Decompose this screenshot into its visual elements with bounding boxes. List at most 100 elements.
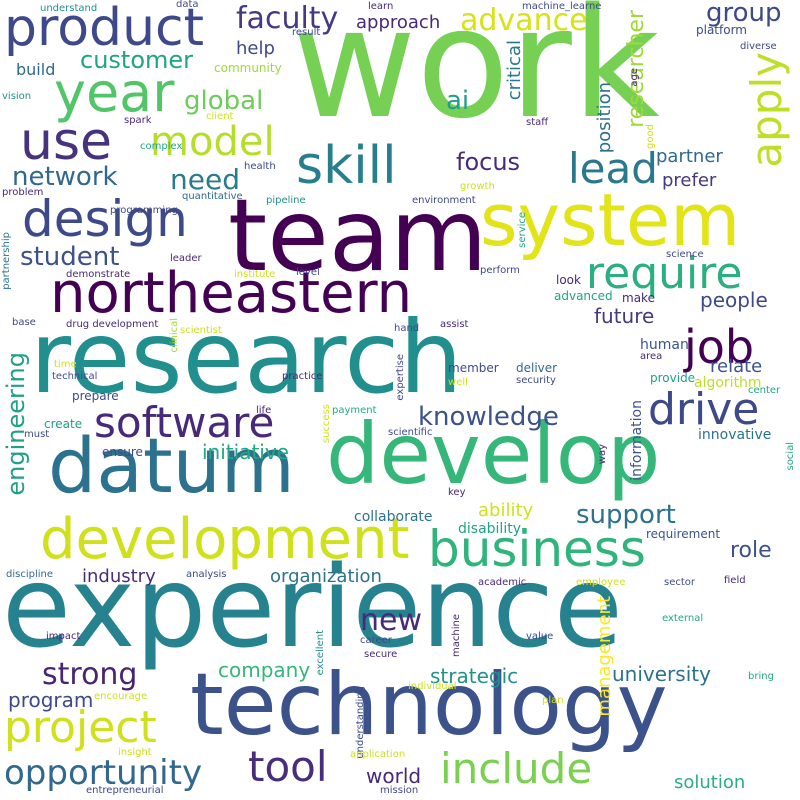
- word-faculty: faculty: [236, 1, 339, 36]
- word-excellent: excellent: [315, 630, 326, 676]
- word-client: client: [206, 111, 234, 122]
- word-sector: sector: [664, 577, 696, 588]
- word-advance: advance: [460, 3, 588, 38]
- word-must: must: [24, 429, 50, 440]
- word-life: life: [256, 405, 272, 416]
- word-system: system: [480, 178, 741, 262]
- word-vision: vision: [2, 91, 32, 102]
- word-scientific: scientific: [388, 427, 433, 438]
- word-employee: employee: [576, 577, 626, 588]
- word-lead: lead: [568, 144, 658, 193]
- word-group: group: [706, 0, 782, 28]
- word-application: application: [350, 749, 406, 760]
- word-health: health: [244, 161, 276, 172]
- word-key: key: [448, 487, 466, 498]
- word-develop: develop: [326, 405, 661, 503]
- word-academic: academic: [478, 577, 527, 588]
- word-community: community: [214, 61, 282, 75]
- word-student: student: [20, 242, 120, 272]
- word-analysis: analysis: [186, 569, 227, 580]
- word-focus: focus: [456, 148, 521, 176]
- word-machine: machine: [451, 614, 462, 657]
- word-ability: ability: [478, 500, 534, 521]
- word-service: service: [517, 212, 528, 248]
- word-provide: provide: [650, 371, 696, 385]
- word-data: data: [176, 0, 199, 10]
- word-partnership: partnership: [1, 232, 12, 290]
- word-demonstrate: demonstrate: [66, 269, 131, 280]
- word-development: development: [40, 507, 410, 572]
- word-new: new: [360, 603, 423, 638]
- word-hand: hand: [394, 323, 420, 334]
- word-disability: disability: [458, 521, 521, 537]
- word-machine-learne: machine_learne: [522, 1, 602, 12]
- word-role: role: [730, 538, 772, 563]
- word-create: create: [44, 417, 83, 431]
- word-experience: experience: [2, 543, 623, 673]
- word-insight: insight: [118, 747, 152, 758]
- word-innovative: innovative: [698, 427, 772, 443]
- word-assist: assist: [440, 319, 469, 330]
- word-drug-development: drug development: [66, 319, 159, 330]
- word-problem: problem: [2, 187, 44, 198]
- word-scientist: scientist: [180, 325, 222, 336]
- word-entrepreneurial: entrepreneurial: [86, 785, 164, 796]
- word-critical: critical: [504, 40, 525, 101]
- word-make: make: [622, 291, 655, 305]
- word-programming: programming: [110, 205, 178, 216]
- word-deliver: deliver: [516, 361, 558, 375]
- word-use: use: [20, 112, 113, 172]
- word-result: result: [292, 27, 321, 38]
- word-complex: complex: [140, 141, 183, 152]
- word-require: require: [586, 248, 743, 299]
- word-center: center: [748, 385, 781, 396]
- word-prepare: prepare: [72, 389, 119, 403]
- word-institute: institute: [234, 269, 276, 280]
- word-engineering: engineering: [2, 352, 30, 496]
- word-bring: bring: [748, 671, 774, 682]
- word-prefer: prefer: [662, 170, 717, 191]
- word-team: team: [228, 177, 488, 294]
- word-skill: skill: [296, 136, 397, 196]
- word-organization: organization: [270, 566, 382, 587]
- word-mission: mission: [380, 785, 419, 796]
- word-area: area: [640, 351, 663, 362]
- word-way: way: [597, 444, 608, 465]
- word-ensure: ensure: [102, 445, 143, 459]
- word-people: people: [700, 288, 768, 312]
- word-value: value: [526, 631, 554, 642]
- word-spark: spark: [124, 115, 152, 126]
- word-leader: leader: [170, 253, 202, 264]
- word-project: project: [4, 702, 157, 753]
- word-apply: apply: [742, 52, 791, 168]
- word-company: company: [218, 658, 311, 682]
- word-future: future: [594, 304, 655, 328]
- word-relate: relate: [710, 356, 763, 377]
- word-strong: strong: [42, 657, 138, 692]
- word-perform: perform: [480, 265, 520, 276]
- word-strategic: strategic: [430, 664, 519, 688]
- word-global: global: [184, 86, 264, 116]
- word-drive: drive: [648, 384, 760, 435]
- word-diverse: diverse: [740, 41, 777, 52]
- word-encourage: encourage: [94, 691, 148, 702]
- word-research: research: [30, 299, 463, 416]
- word-support: support: [576, 500, 676, 530]
- word-platform: platform: [696, 23, 747, 37]
- word-algorithm: algorithm: [694, 375, 762, 391]
- word-need: need: [170, 163, 240, 196]
- word-program: program: [8, 688, 94, 712]
- word-science: science: [666, 249, 704, 260]
- word-staff: staff: [526, 117, 549, 128]
- word-help: help: [236, 38, 275, 59]
- word-clinical: clinical: [169, 318, 180, 353]
- word-look: look: [556, 273, 581, 287]
- word-product: product: [4, 0, 205, 58]
- word-technical: technical: [52, 371, 98, 382]
- word-growth: growth: [460, 181, 495, 192]
- word-payment: payment: [332, 405, 377, 416]
- word-information: information: [629, 400, 645, 481]
- word-year: year: [54, 61, 175, 124]
- word-work: work: [292, 0, 660, 152]
